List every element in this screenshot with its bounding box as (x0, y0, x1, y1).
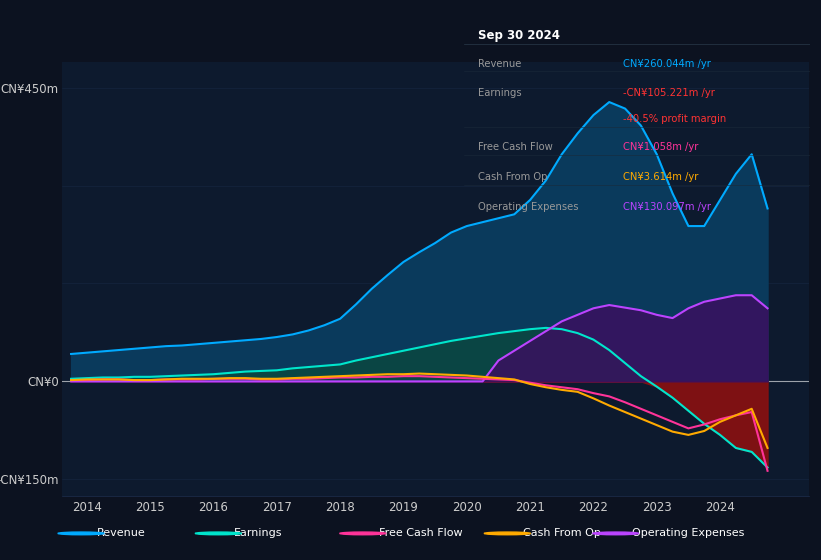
Text: CN¥130.097m /yr: CN¥130.097m /yr (623, 202, 711, 212)
Circle shape (340, 532, 386, 535)
Text: Cash From Op: Cash From Op (523, 529, 601, 538)
Text: CN¥1.058m /yr: CN¥1.058m /yr (623, 142, 699, 152)
Circle shape (195, 532, 241, 535)
Circle shape (484, 532, 530, 535)
Text: Free Cash Flow: Free Cash Flow (378, 529, 462, 538)
Text: -CN¥105.221m /yr: -CN¥105.221m /yr (623, 88, 715, 99)
Text: Free Cash Flow: Free Cash Flow (478, 142, 553, 152)
Circle shape (593, 532, 639, 535)
Text: Earnings: Earnings (234, 529, 282, 538)
Text: CN¥260.044m /yr: CN¥260.044m /yr (623, 59, 711, 68)
Circle shape (58, 532, 104, 535)
Text: Operating Expenses: Operating Expenses (631, 529, 744, 538)
Text: Operating Expenses: Operating Expenses (478, 202, 578, 212)
Text: Cash From Op: Cash From Op (478, 172, 547, 182)
Text: Revenue: Revenue (97, 529, 145, 538)
Text: Sep 30 2024: Sep 30 2024 (478, 29, 560, 42)
Text: Earnings: Earnings (478, 88, 521, 99)
Text: CN¥3.614m /yr: CN¥3.614m /yr (623, 172, 699, 182)
Text: Revenue: Revenue (478, 59, 521, 68)
Text: -40.5% profit margin: -40.5% profit margin (623, 114, 727, 124)
